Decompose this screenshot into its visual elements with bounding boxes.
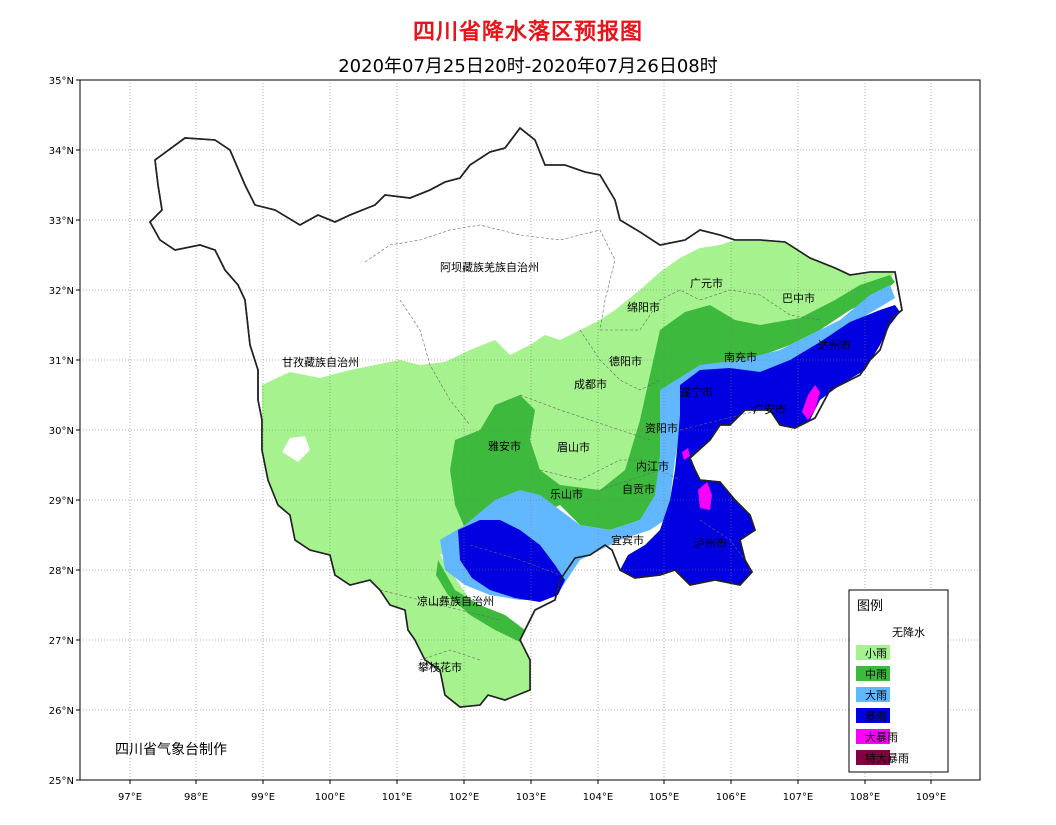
region-labels: 阿坝藏族羌族自治州 甘孜藏族自治州 广元市 巴中市 绵阳市 达州市 南充市 德阳…	[282, 260, 851, 674]
lon-tick-101: 101°E	[382, 792, 412, 803]
rain-area-moderate-south	[436, 560, 525, 642]
legend-label-heavy: 大雨	[865, 688, 887, 702]
rain-gap-white	[282, 436, 310, 462]
lon-tick-105: 105°E	[649, 792, 679, 803]
legend-title: 图例	[857, 599, 883, 614]
lat-tick-26: 26°N	[49, 706, 74, 717]
rain-area-torrential-2	[698, 482, 712, 510]
lat-tick-33: 33°N	[49, 216, 74, 227]
label-neijiang: 内江市	[636, 459, 669, 473]
label-panzhihua: 攀枝花市	[418, 660, 462, 674]
rain-area-storm-east	[620, 305, 900, 585]
lat-tick-29: 29°N	[49, 496, 74, 507]
lon-tick-108: 108°E	[850, 792, 880, 803]
lat-tick-35: 35°N	[49, 76, 74, 87]
legend-swatch-light	[856, 645, 890, 660]
legend-label-light: 小雨	[865, 647, 887, 660]
label-aba: 阿坝藏族羌族自治州	[440, 260, 539, 274]
lon-tick-99: 99°E	[251, 792, 275, 803]
label-ziyang: 资阳市	[645, 421, 678, 435]
lat-tick-28: 28°N	[49, 566, 74, 577]
rain-area-torrential-1	[802, 385, 820, 420]
label-luzhou: 泸州市	[694, 536, 727, 550]
label-deyang: 德阳市	[609, 354, 642, 368]
legend-label-none: 无降水	[892, 625, 925, 639]
lon-tick-104: 104°E	[583, 792, 613, 803]
label-leshan: 乐山市	[550, 487, 583, 501]
label-mianyang: 绵阳市	[627, 300, 660, 314]
legend-label-extreme: 特大暴雨	[865, 751, 909, 765]
label-ganzi: 甘孜藏族自治州	[282, 355, 359, 369]
lon-tick-109: 109°E	[916, 792, 946, 803]
grid-lines	[80, 80, 980, 780]
lon-tick-labels: 97°E 98°E 99°E 100°E 101°E 102°E 103°E 1…	[118, 792, 946, 803]
prefecture-boundaries	[364, 224, 821, 661]
legend-label-torrential: 大暴雨	[865, 730, 898, 744]
rain-area-light	[262, 240, 895, 707]
lon-tick-100: 100°E	[315, 792, 345, 803]
credit-text: 四川省气象台制作	[115, 742, 227, 758]
label-dazhou: 达州市	[818, 338, 851, 352]
lon-tick-103: 103°E	[516, 792, 546, 803]
legend-swatch-extreme	[856, 750, 890, 765]
lat-tick-32: 32°N	[49, 286, 74, 297]
legend-label-storm: 暴雨	[865, 710, 887, 723]
lat-tick-31: 31°N	[49, 356, 74, 367]
lat-tick-labels: 35°N 34°N 33°N 32°N 31°N 30°N 29°N 28°N …	[49, 76, 74, 787]
label-liangshan: 凉山彝族自治州	[417, 594, 494, 608]
lon-tick-107: 107°E	[783, 792, 813, 803]
label-guangan: 广安市	[753, 402, 786, 416]
map-title: 四川省降水落区预报图	[412, 20, 643, 45]
legend-label-moderate: 中雨	[865, 668, 887, 681]
lon-tick-102: 102°E	[449, 792, 479, 803]
rain-area-storm-west	[458, 520, 565, 602]
label-zigong: 自贡市	[622, 482, 655, 496]
label-yibin: 宜宾市	[611, 533, 644, 547]
label-bazhong: 巴中市	[782, 291, 815, 305]
legend-swatch-heavy	[856, 687, 890, 702]
lat-tick-34: 34°N	[49, 146, 74, 157]
legend-swatch-moderate	[856, 666, 890, 681]
label-nanchong: 南充市	[724, 350, 757, 364]
rain-area-torrential-3	[682, 448, 690, 460]
label-suining: 遂宁市	[680, 385, 713, 399]
label-chengdu: 成都市	[574, 377, 607, 391]
label-guangyuan: 广元市	[690, 276, 723, 290]
legend-swatch-storm	[856, 708, 890, 723]
tick-marks	[76, 79, 932, 784]
legend-swatch-none	[856, 624, 890, 639]
lon-tick-106: 106°E	[716, 792, 746, 803]
lat-tick-25: 25°N	[49, 776, 74, 787]
legend-swatch-torrential	[856, 729, 890, 744]
lon-tick-98: 98°E	[184, 792, 208, 803]
lat-tick-27: 27°N	[49, 636, 74, 647]
lat-tick-30: 30°N	[49, 426, 74, 437]
map-subtitle: 2020年07月25日20时-2020年07月26日08时	[338, 56, 718, 77]
province-border	[149, 126, 903, 708]
label-yaan: 雅安市	[488, 439, 521, 453]
label-meishan: 眉山市	[557, 440, 590, 454]
lon-tick-97: 97°E	[118, 792, 142, 803]
